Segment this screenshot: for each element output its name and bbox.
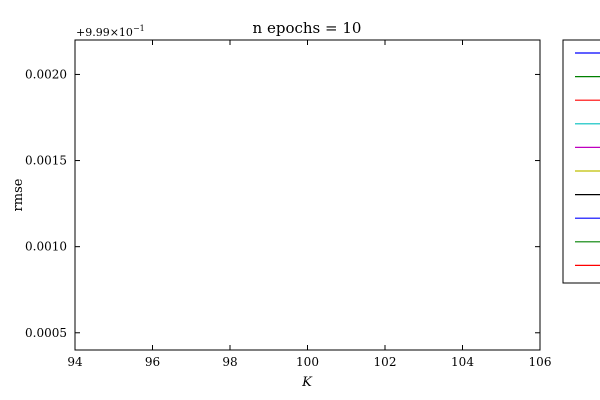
x-tick-label: 100 xyxy=(296,355,319,369)
x-tick-label: 102 xyxy=(374,355,397,369)
y-tick-label: 0.0020 xyxy=(25,67,67,81)
x-tick-label: 96 xyxy=(145,355,160,369)
legend xyxy=(562,39,600,284)
x-ticks: 94 96 98 100 102 104 106 xyxy=(67,40,551,369)
x-axis-label: K xyxy=(301,375,313,390)
chart-title: n epochs = 10 xyxy=(253,19,362,37)
y-tick-label: 0.0015 xyxy=(25,154,67,168)
y-tick-label: 0.0010 xyxy=(25,240,67,254)
x-tick-label: 104 xyxy=(451,355,474,369)
x-tick-label: 98 xyxy=(222,355,237,369)
legend-frame xyxy=(562,39,600,284)
y-axis-offset-exponent: −1 xyxy=(133,24,145,33)
legend-items xyxy=(575,52,600,266)
plot-area xyxy=(74,39,541,351)
x-tick-label: 106 xyxy=(529,355,552,369)
y-axis-offset-label: +9.99×10−1 xyxy=(76,24,145,39)
y-tick-label: 0.0005 xyxy=(25,326,67,340)
y-ticks: 0.0005 0.0010 0.0015 0.0020 xyxy=(25,67,540,340)
y-axis-offset-base: +9.99×10 xyxy=(76,26,133,39)
y-axis-label: rmse xyxy=(11,178,26,211)
x-tick-label: 94 xyxy=(67,355,83,369)
